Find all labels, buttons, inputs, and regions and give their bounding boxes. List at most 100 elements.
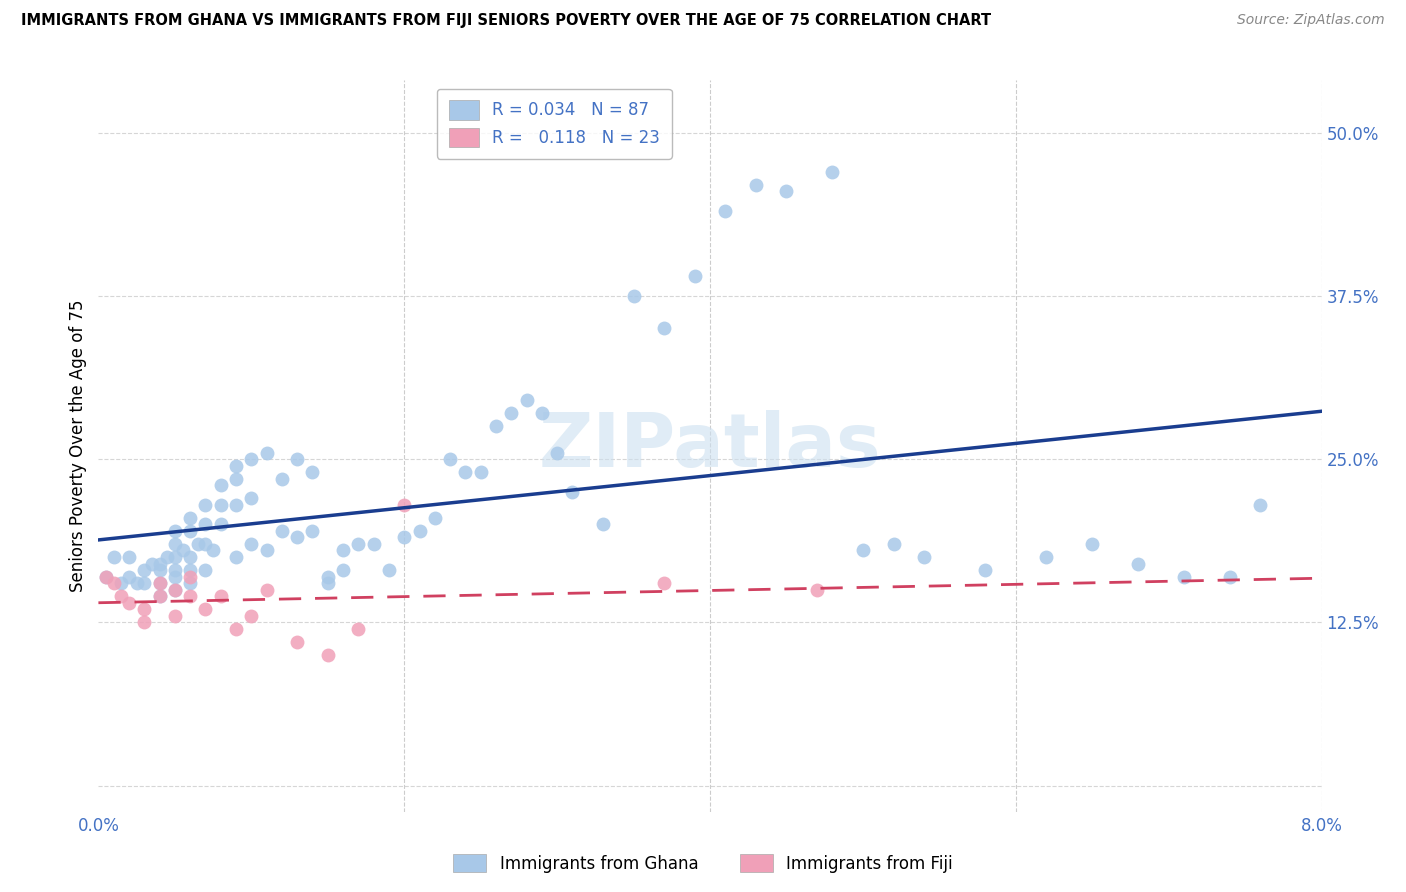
Point bbox=[134, 563, 156, 577]
Point bbox=[163, 582, 186, 597]
Point bbox=[103, 549, 125, 564]
Point bbox=[225, 472, 247, 486]
Point bbox=[652, 576, 675, 591]
Point bbox=[1219, 569, 1241, 583]
Point bbox=[485, 419, 508, 434]
Point bbox=[332, 563, 354, 577]
Point bbox=[118, 549, 141, 564]
Point bbox=[194, 602, 217, 616]
Point bbox=[821, 165, 844, 179]
Point bbox=[392, 498, 416, 512]
Point bbox=[156, 549, 179, 564]
Point bbox=[209, 478, 232, 492]
Point bbox=[256, 445, 278, 459]
Point bbox=[163, 582, 186, 597]
Point bbox=[149, 563, 172, 577]
Point bbox=[125, 576, 148, 591]
Text: ZIPatlas: ZIPatlas bbox=[538, 409, 882, 483]
Point bbox=[285, 452, 308, 467]
Point bbox=[332, 543, 354, 558]
Point bbox=[163, 569, 186, 583]
Point bbox=[285, 635, 308, 649]
Point bbox=[1249, 498, 1271, 512]
Point bbox=[392, 530, 416, 544]
Point bbox=[110, 589, 132, 603]
Point bbox=[134, 602, 156, 616]
Legend: R = 0.034   N = 87, R =   0.118   N = 23: R = 0.034 N = 87, R = 0.118 N = 23 bbox=[437, 88, 672, 159]
Point bbox=[1128, 557, 1150, 571]
Point bbox=[378, 563, 401, 577]
Point bbox=[516, 393, 538, 408]
Point bbox=[110, 576, 132, 591]
Point bbox=[103, 576, 125, 591]
Point bbox=[439, 452, 461, 467]
Point bbox=[652, 321, 675, 335]
Point bbox=[194, 563, 217, 577]
Point bbox=[240, 452, 263, 467]
Y-axis label: Seniors Poverty Over the Age of 75: Seniors Poverty Over the Age of 75 bbox=[69, 300, 87, 592]
Point bbox=[470, 465, 492, 479]
Point bbox=[225, 458, 247, 473]
Point bbox=[454, 465, 477, 479]
Point bbox=[179, 563, 201, 577]
Point bbox=[179, 589, 201, 603]
Point bbox=[501, 406, 523, 420]
Point bbox=[134, 576, 156, 591]
Point bbox=[270, 472, 294, 486]
Point bbox=[316, 569, 339, 583]
Point bbox=[683, 269, 706, 284]
Point bbox=[363, 537, 385, 551]
Point bbox=[149, 576, 172, 591]
Legend: Immigrants from Ghana, Immigrants from Fiji: Immigrants from Ghana, Immigrants from F… bbox=[446, 847, 960, 880]
Point bbox=[316, 648, 339, 662]
Point bbox=[806, 582, 828, 597]
Point bbox=[912, 549, 935, 564]
Point bbox=[775, 184, 797, 198]
Point bbox=[240, 537, 263, 551]
Text: IMMIGRANTS FROM GHANA VS IMMIGRANTS FROM FIJI SENIORS POVERTY OVER THE AGE OF 75: IMMIGRANTS FROM GHANA VS IMMIGRANTS FROM… bbox=[21, 13, 991, 29]
Point bbox=[745, 178, 768, 192]
Point bbox=[149, 589, 172, 603]
Point bbox=[852, 543, 875, 558]
Point bbox=[240, 608, 263, 623]
Point bbox=[592, 517, 614, 532]
Point bbox=[347, 622, 370, 636]
Point bbox=[1173, 569, 1195, 583]
Point bbox=[94, 569, 117, 583]
Point bbox=[270, 524, 294, 538]
Point bbox=[187, 537, 209, 551]
Point bbox=[285, 530, 308, 544]
Point bbox=[714, 203, 737, 218]
Point bbox=[256, 543, 278, 558]
Point bbox=[163, 524, 186, 538]
Point bbox=[256, 582, 278, 597]
Point bbox=[202, 543, 225, 558]
Point bbox=[118, 596, 141, 610]
Point bbox=[1035, 549, 1057, 564]
Point bbox=[172, 543, 194, 558]
Point bbox=[530, 406, 553, 420]
Point bbox=[225, 498, 247, 512]
Point bbox=[163, 608, 186, 623]
Point bbox=[240, 491, 263, 506]
Point bbox=[209, 517, 232, 532]
Point bbox=[225, 622, 247, 636]
Point bbox=[316, 576, 339, 591]
Point bbox=[149, 576, 172, 591]
Point bbox=[163, 563, 186, 577]
Point bbox=[561, 484, 583, 499]
Point bbox=[179, 511, 201, 525]
Point bbox=[301, 465, 323, 479]
Point bbox=[179, 524, 201, 538]
Point bbox=[225, 549, 247, 564]
Point bbox=[974, 563, 997, 577]
Point bbox=[209, 589, 232, 603]
Point bbox=[163, 549, 186, 564]
Point bbox=[301, 524, 323, 538]
Point bbox=[209, 498, 232, 512]
Point bbox=[194, 498, 217, 512]
Point bbox=[149, 557, 172, 571]
Point bbox=[141, 557, 163, 571]
Point bbox=[163, 537, 186, 551]
Point bbox=[179, 549, 201, 564]
